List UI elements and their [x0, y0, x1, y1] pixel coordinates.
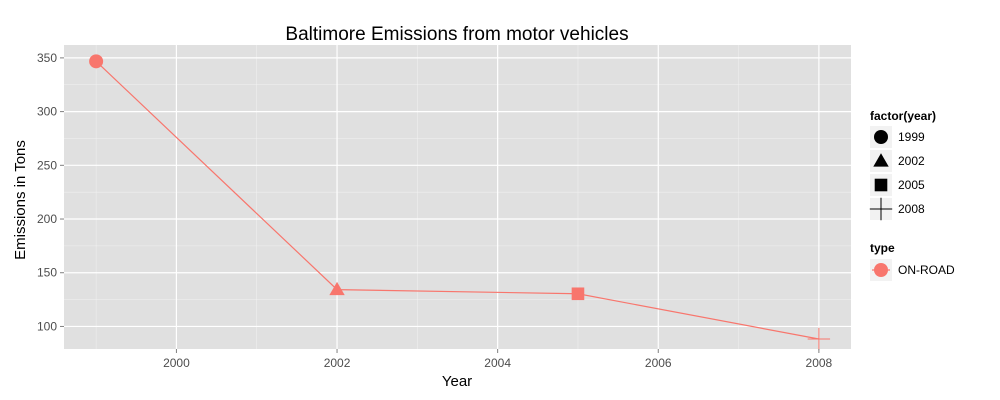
x-tick-label: 2002 — [324, 356, 351, 370]
legend-label-1999: 1999 — [898, 130, 925, 144]
legend-symbol-circle — [874, 130, 888, 144]
series-line-on-road — [95, 60, 819, 340]
legend-label-on-road: ON-ROAD — [898, 263, 955, 277]
data-point-1999 — [89, 54, 104, 69]
x-tick-label: 2006 — [645, 356, 672, 370]
legend-label-2002: 2002 — [898, 154, 925, 168]
panel-background — [64, 45, 851, 349]
legend-label-2005: 2005 — [898, 178, 925, 192]
data-point-2008 — [807, 327, 831, 351]
data-point-2005 — [571, 287, 585, 301]
legend-label-2008: 2008 — [898, 202, 925, 216]
y-tick-label: 150 — [37, 266, 57, 280]
x-tick-label: 2008 — [806, 356, 833, 370]
x-tick-label: 2000 — [163, 356, 190, 370]
y-tick-label: 250 — [37, 158, 57, 172]
y-tick-label: 200 — [37, 212, 57, 226]
y-axis-title: Emissions in Tons — [12, 140, 29, 260]
legend-symbol-plus — [869, 197, 893, 221]
legend-symbol-triangle — [873, 153, 889, 167]
series-layer — [89, 54, 831, 351]
y-tick-label: 300 — [37, 105, 57, 119]
y-tick-label: 350 — [37, 51, 57, 65]
chart-title: Baltimore Emissions from motor vehicles — [285, 24, 628, 45]
legend-symbol-on-road — [874, 263, 888, 277]
y-tick-label: 100 — [37, 319, 57, 333]
grid-lines — [64, 45, 851, 349]
x-axis-title: Year — [442, 373, 472, 390]
legend-symbol-square — [874, 178, 888, 192]
plot-panel — [64, 45, 851, 349]
legend-title-year: factor(year) — [870, 109, 936, 123]
data-point-2002 — [329, 281, 345, 296]
x-tick-label: 2004 — [484, 356, 511, 370]
axis-labels: 2000 2002 2004 2006 2008 100 150 200 250 300 350 — [37, 51, 833, 370]
legend-title-type: type — [870, 241, 895, 255]
